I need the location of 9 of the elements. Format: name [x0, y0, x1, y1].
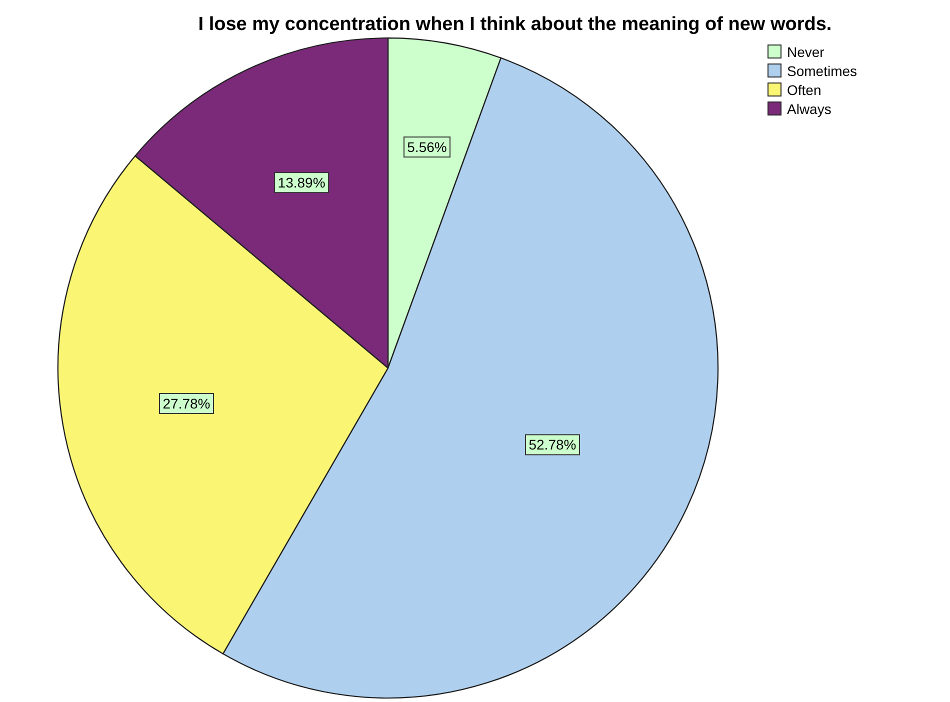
data-label: 27.78% [162, 396, 210, 412]
chart-title: I lose my concentration when I think about the meaning of new words. [198, 14, 832, 35]
data-label: 5.56% [407, 139, 447, 156]
legend-label: Always [787, 101, 832, 117]
data-label: 13.89% [278, 174, 326, 191]
legend-label: Never [787, 44, 825, 60]
data-label: 52.78% [528, 436, 576, 453]
legend-label: Often [787, 82, 822, 98]
legend-label: Sometimes [787, 63, 858, 79]
